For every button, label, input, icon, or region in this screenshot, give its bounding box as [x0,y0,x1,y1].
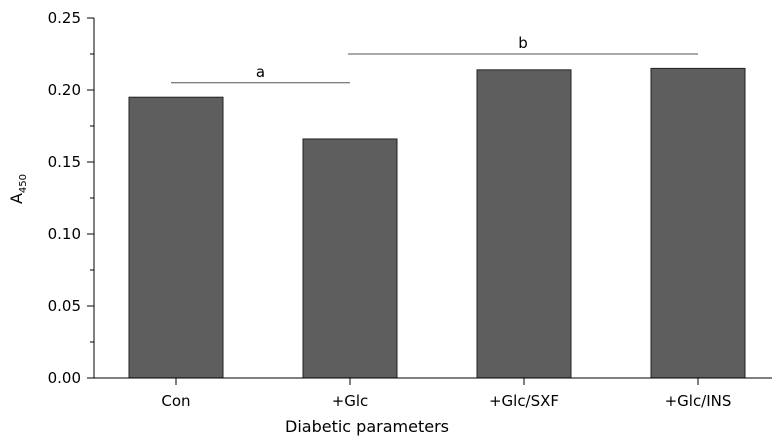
y-tick-label: 0.20 [48,81,81,99]
y-tick-label: 0.15 [48,153,81,171]
y-tick-label: 0.10 [48,225,81,243]
y-axis-title-main: A [7,193,26,204]
x-axis-title: Diabetic parameters [285,417,449,436]
y-axis-title: A450 [7,174,29,204]
x-tick-label: Con [161,392,190,410]
svg-text:A450: A450 [7,174,29,204]
bar-glc-sxf [476,69,572,379]
bar-con [128,96,224,379]
bar-glc-ins [650,67,746,379]
x-tick-label: +Glc/INS [665,392,732,410]
bar-glc [302,138,398,379]
y-tick-label: 0.25 [48,9,81,27]
x-tick-label: +Glc [332,392,369,410]
x-tick-label: +Glc/SXF [489,392,559,410]
significance-annotations: ab [171,34,698,84]
x-axis: Con +Glc +Glc/SXF +Glc/INS [94,377,772,410]
y-tick-label: 0.05 [48,297,81,315]
bars [128,67,746,379]
y-tick-label: 0.00 [48,369,81,387]
y-axis: 0.00 0.05 0.10 0.15 0.20 0.25 [48,9,95,387]
y-axis-title-subscript: 450 [18,174,29,193]
significance-label-b: b [518,34,528,52]
significance-label-a: a [256,63,265,81]
